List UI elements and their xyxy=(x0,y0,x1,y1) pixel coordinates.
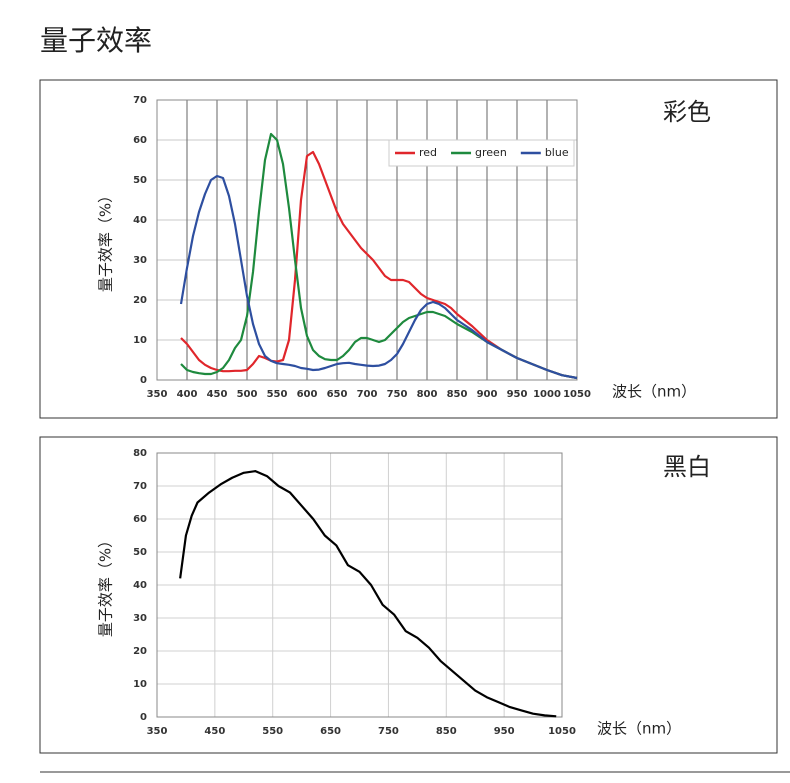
y-tick-label: 30 xyxy=(133,613,147,624)
y-tick-label: 40 xyxy=(133,580,147,591)
panel-label: 彩色 xyxy=(663,98,711,126)
x-tick-label: 950 xyxy=(494,726,515,737)
plot-frame xyxy=(156,452,563,718)
heading: 量子效率 xyxy=(40,24,152,57)
y-tick-label: 20 xyxy=(133,295,147,306)
y-tick-label: 70 xyxy=(133,95,147,106)
data-line xyxy=(179,174,578,380)
data-line xyxy=(180,150,578,380)
y-tick-label: 40 xyxy=(133,215,147,226)
x-tick-label: 350 xyxy=(147,726,168,737)
x-tick-label: 650 xyxy=(320,726,341,737)
x-axis-label: 波长（nm） xyxy=(597,720,681,738)
y-tick-label: 0 xyxy=(140,375,147,386)
x-tick-label: 850 xyxy=(447,389,468,400)
data-line xyxy=(179,470,557,718)
x-tick-label: 750 xyxy=(387,389,408,400)
x-axis-label: 波长（nm） xyxy=(612,383,696,401)
x-tick-label: 900 xyxy=(477,389,498,400)
x-tick-label: 1050 xyxy=(548,726,576,737)
y-tick-label: 50 xyxy=(133,175,147,186)
y-tick-label: 20 xyxy=(133,646,147,657)
x-tick-label: 350 xyxy=(147,389,168,400)
x-tick-label: 800 xyxy=(417,389,438,400)
panel-label: 黑白 xyxy=(663,453,711,481)
y-tick-label: 0 xyxy=(140,712,147,723)
x-tick-label: 700 xyxy=(357,389,378,400)
panel xyxy=(39,436,778,754)
legend-box xyxy=(388,139,575,167)
y-tick-label: 50 xyxy=(133,547,147,558)
x-tick-label: 600 xyxy=(297,389,318,400)
x-tick-label: 550 xyxy=(262,726,283,737)
x-tick-label: 750 xyxy=(378,726,399,737)
x-tick-label: 550 xyxy=(267,389,288,400)
y-tick-label: 30 xyxy=(133,255,147,266)
legend-label: green xyxy=(475,146,507,159)
plot-frame xyxy=(156,99,578,381)
y-tick-label: 60 xyxy=(133,514,147,525)
panel xyxy=(39,79,778,419)
x-tick-label: 1050 xyxy=(563,389,591,400)
x-tick-label: 500 xyxy=(237,389,258,400)
x-tick-label: 650 xyxy=(327,389,348,400)
x-tick-label: 1000 xyxy=(533,389,561,400)
y-axis-label: 量子效率（%） xyxy=(97,188,115,292)
x-tick-label: 400 xyxy=(177,389,198,400)
data-line xyxy=(180,132,578,380)
y-tick-label: 80 xyxy=(133,448,147,459)
y-tick-label: 10 xyxy=(133,679,147,690)
x-tick-label: 450 xyxy=(204,726,225,737)
legend-label: red xyxy=(419,146,437,159)
y-tick-label: 70 xyxy=(133,481,147,492)
legend-label: blue xyxy=(545,146,569,159)
y-tick-label: 10 xyxy=(133,335,147,346)
y-axis-label: 量子效率（%） xyxy=(97,533,115,637)
x-tick-label: 450 xyxy=(207,389,228,400)
x-tick-label: 850 xyxy=(436,726,457,737)
y-tick-label: 60 xyxy=(133,135,147,146)
x-tick-label: 950 xyxy=(507,389,528,400)
